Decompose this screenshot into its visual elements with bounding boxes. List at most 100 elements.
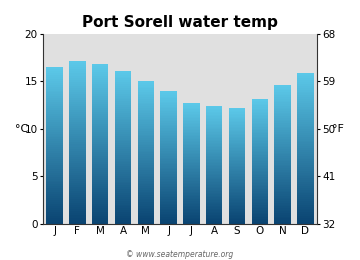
Bar	[115, 90, 131, 92]
Bar	[206, 214, 222, 216]
Bar	[252, 119, 268, 121]
Bar	[161, 92, 177, 93]
Bar	[69, 173, 86, 175]
Bar	[69, 144, 86, 147]
Bar	[69, 171, 86, 173]
Bar	[69, 187, 86, 189]
Bar	[297, 216, 314, 218]
Bar	[229, 167, 245, 168]
Bar	[183, 112, 199, 114]
Bar	[92, 130, 108, 132]
Bar	[206, 140, 222, 141]
Bar	[252, 216, 268, 217]
Bar	[229, 124, 245, 125]
Bar	[92, 100, 108, 102]
Bar	[115, 181, 131, 184]
Bar	[252, 163, 268, 165]
Bar	[69, 181, 86, 183]
Bar	[274, 121, 291, 123]
Bar	[161, 220, 177, 222]
Bar	[46, 71, 63, 73]
Bar	[274, 92, 291, 94]
Bar	[92, 216, 108, 218]
Bar	[229, 189, 245, 190]
Bar	[46, 98, 63, 100]
Bar	[229, 166, 245, 167]
Bar	[138, 104, 154, 106]
Bar	[92, 152, 108, 154]
Bar	[92, 192, 108, 194]
Bar	[115, 124, 131, 126]
Bar	[229, 138, 245, 140]
Bar	[183, 160, 199, 162]
Bar	[161, 103, 177, 105]
Bar	[92, 92, 108, 94]
Bar	[274, 142, 291, 144]
Bar	[229, 108, 245, 109]
Bar	[297, 155, 314, 158]
Bar	[183, 217, 199, 219]
Bar	[69, 67, 86, 69]
Bar	[183, 190, 199, 192]
Bar	[229, 162, 245, 164]
Bar	[69, 61, 86, 63]
Bar	[274, 163, 291, 165]
Bar	[229, 212, 245, 213]
Bar	[115, 94, 131, 96]
Bar	[274, 191, 291, 192]
Bar	[252, 142, 268, 144]
Bar	[274, 147, 291, 149]
Bar	[229, 139, 245, 141]
Bar	[69, 175, 86, 177]
Bar	[115, 116, 131, 119]
Bar	[206, 128, 222, 129]
Bar	[161, 222, 177, 224]
Bar	[138, 175, 154, 177]
Bar	[274, 166, 291, 168]
Bar	[115, 159, 131, 161]
Bar	[115, 178, 131, 180]
Bar	[274, 135, 291, 137]
Bar	[138, 90, 154, 92]
Bar	[274, 120, 291, 121]
Bar	[229, 131, 245, 132]
Bar	[297, 106, 314, 108]
Bar	[297, 178, 314, 180]
Bar	[297, 118, 314, 120]
Bar	[252, 169, 268, 171]
Bar	[274, 156, 291, 158]
Bar	[252, 138, 268, 140]
Bar	[161, 213, 177, 215]
Bar	[274, 139, 291, 140]
Bar	[297, 101, 314, 103]
Bar	[297, 218, 314, 220]
Bar	[46, 202, 63, 204]
Bar	[161, 204, 177, 205]
Bar	[229, 164, 245, 166]
Bar	[92, 116, 108, 118]
Bar	[252, 140, 268, 141]
Bar	[46, 194, 63, 196]
Bar	[252, 217, 268, 219]
Bar	[92, 187, 108, 190]
Bar	[229, 177, 245, 179]
Bar	[161, 143, 177, 145]
Bar	[183, 132, 199, 133]
Bar	[115, 212, 131, 214]
Bar	[69, 177, 86, 179]
Bar	[274, 204, 291, 206]
Bar	[161, 172, 177, 174]
Bar	[297, 88, 314, 90]
Bar	[297, 220, 314, 222]
Bar	[274, 133, 291, 135]
Bar	[161, 179, 177, 181]
Bar	[138, 92, 154, 94]
Bar	[115, 193, 131, 195]
Bar	[69, 81, 86, 84]
Bar	[161, 207, 177, 209]
Bar	[46, 120, 63, 122]
Bar	[252, 208, 268, 210]
Bar	[297, 127, 314, 129]
Bar	[183, 211, 199, 213]
Bar	[229, 215, 245, 216]
